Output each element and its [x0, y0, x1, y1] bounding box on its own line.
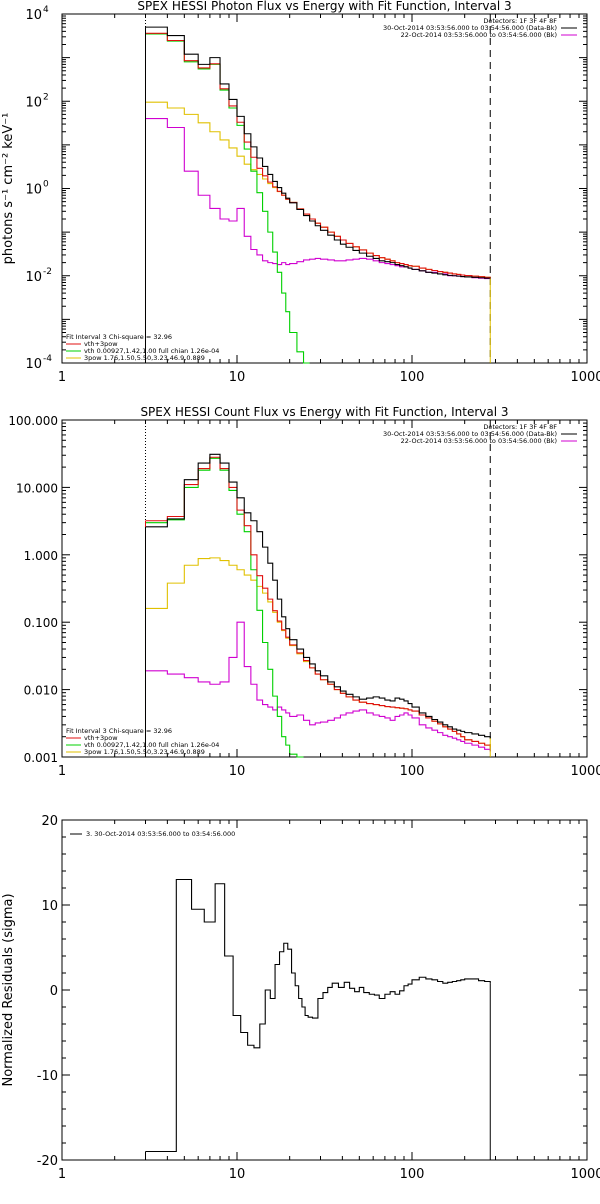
x-tick-label: 1	[58, 1167, 66, 1182]
y-tick-label: 10.000	[16, 481, 58, 495]
y-tick-label: 20	[41, 814, 58, 829]
y-tick-label: 10	[25, 270, 42, 285]
y-tick-label: 100.000	[8, 414, 58, 428]
legend-fit-text: vth 0.00927,1.42,1.00 full chian 1.26e-0…	[84, 741, 219, 749]
panel-2: SPEX HESSI Count Flux vs Energy with Fit…	[8, 405, 588, 765]
y-axis-label: Normalized Residuals (sigma)	[1, 893, 16, 1086]
y-tick-exponent: 4	[43, 5, 49, 15]
legend-fit-text: Fit Interval 3 Chi-square = 32.96	[66, 727, 172, 735]
y-tick-exponent: -4	[43, 354, 52, 364]
legend-detectors-text: 30-Oct-2014 03:53:56.000 to 03:54:56.000…	[383, 430, 557, 438]
panel-3: -20 -10 0 10 20 Normalized Residuals (sigma) 3…	[1, 814, 588, 1169]
x-tick-label: 1000	[570, 764, 600, 779]
series-data-line	[145, 453, 491, 739]
legend-fit-text: vth+3pow	[84, 340, 118, 348]
y-tick-exponent: 0	[43, 180, 49, 190]
y-tick-label: 0.100	[24, 616, 58, 630]
legend-fit-text: 3pow 1.76,1.50,5.50,3.23,46.9,0.889	[84, 354, 205, 362]
x-tick-label: 100	[400, 1167, 425, 1182]
panel-1: SPEX HESSI Photon Flux vs Energy with Fi…	[1, 0, 588, 372]
x-tick-label: 10	[229, 764, 246, 779]
plot-frame	[61, 419, 588, 758]
legend-detectors-text: 22-Oct-2014 03:53:56.000 to 03:54:56.000…	[401, 437, 557, 445]
y-tick-label: 10	[25, 8, 42, 23]
series-fit-line	[145, 32, 491, 278]
y-tick-exponent: 2	[43, 92, 49, 102]
y-tick-label: 0.010	[24, 684, 58, 698]
x-tick-label: 1000	[570, 370, 600, 385]
legend-fit-text: vth+3pow	[84, 734, 118, 742]
chart-title: SPEX HESSI Count Flux vs Energy with Fit…	[140, 405, 508, 419]
x-tick-label: 1	[58, 764, 66, 779]
y-tick-label: 1.000	[24, 549, 58, 563]
y-tick-label: 10	[25, 183, 42, 198]
legend-detectors-text: Detectors: 1F 3F 4F 8F	[483, 423, 557, 431]
y-tick-label: 10	[41, 899, 58, 914]
legend-detectors-text: 22-Oct-2014 03:53:56.000 to 03:54:56.000…	[401, 31, 557, 39]
x-tick-label: 1000	[570, 1167, 600, 1182]
x-tick-label: 100	[400, 370, 425, 385]
legend-residual-text: 3. 30-Oct-2014 03:53:56.000 to 03:54:56.…	[86, 830, 235, 838]
y-tick-label: 0	[50, 984, 58, 999]
series-data-line	[145, 26, 491, 279]
y-tick-label: -20	[37, 1154, 58, 1169]
legend-detectors-text: Detectors: 1F 3F 4F 8F	[483, 17, 557, 25]
legend-fit-text: vth 0.00927,1.42,1.00 full chian 1.26e-0…	[84, 347, 219, 355]
y-axis-label: photons s⁻¹ cm⁻² keV⁻¹	[1, 113, 16, 265]
legend-fit-text: Fit Interval 3 Chi-square = 32.96	[66, 333, 172, 341]
x-tick-label: 100	[400, 764, 425, 779]
legend-fit-text: 3pow 1.76,1.50,5.50,3.23,46.9,0.889	[84, 748, 205, 756]
x-tick-label: 10	[229, 1167, 246, 1182]
y-tick-label: -10	[37, 1069, 58, 1084]
legend-detectors-text: 30-Oct-2014 03:53:56.000 to 03:54:56.000…	[383, 24, 557, 32]
x-tick-label: 1	[58, 370, 66, 385]
y-tick-label: 0.001	[24, 751, 58, 765]
y-tick-label: 10	[25, 95, 42, 110]
series-data-line	[145, 878, 491, 1153]
series-bk-line	[145, 621, 491, 752]
series-vth-line	[145, 33, 310, 364]
y-tick-exponent: -2	[43, 267, 52, 277]
y-tick-label: 10	[25, 357, 42, 372]
chart-title: SPEX HESSI Photon Flux vs Energy with Fi…	[137, 0, 511, 13]
x-tick-label: 10	[229, 370, 246, 385]
